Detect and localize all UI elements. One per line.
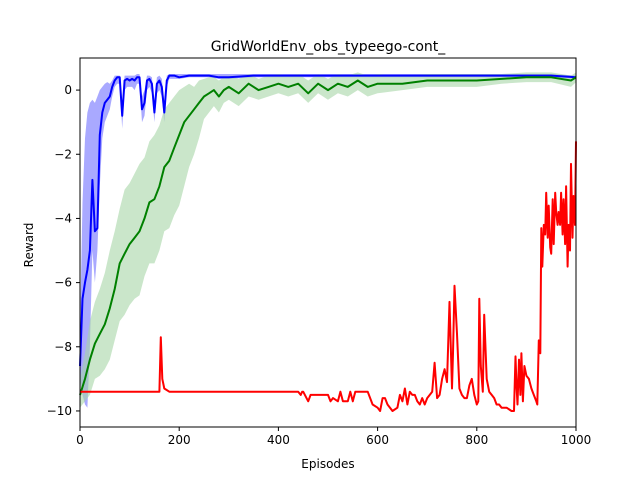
- series-2-line: [80, 141, 577, 412]
- x-axis-ticks: 0 200 400 600 800 1000: [76, 427, 591, 447]
- y-axis-ticks: 0 −2 −4 −6 −8 −10: [47, 83, 80, 418]
- axes-frame: [79, 57, 577, 428]
- x-tick-label: 800: [465, 433, 488, 447]
- x-tick-label: 200: [168, 433, 191, 447]
- y-tick-label: −6: [54, 276, 72, 290]
- y-tick-label: −10: [47, 404, 72, 418]
- x-axis-label: Episodes: [301, 457, 354, 471]
- x-tick-label: 0: [76, 433, 84, 447]
- chart-title: GridWorldEnv_obs_typeego-cont_: [211, 39, 447, 55]
- series-lines: [79, 74, 577, 412]
- y-tick-label: −2: [54, 147, 72, 161]
- x-tick-label: 600: [366, 433, 389, 447]
- y-tick-label: −4: [54, 211, 72, 225]
- y-tick-label: 0: [64, 83, 72, 97]
- y-axis-label: Reward: [22, 223, 36, 268]
- series-0-line: [79, 74, 577, 367]
- series-1-line: [79, 76, 577, 396]
- x-tick-label: 400: [267, 433, 290, 447]
- y-tick-label: −8: [54, 340, 72, 354]
- x-tick-label: 1000: [561, 433, 592, 447]
